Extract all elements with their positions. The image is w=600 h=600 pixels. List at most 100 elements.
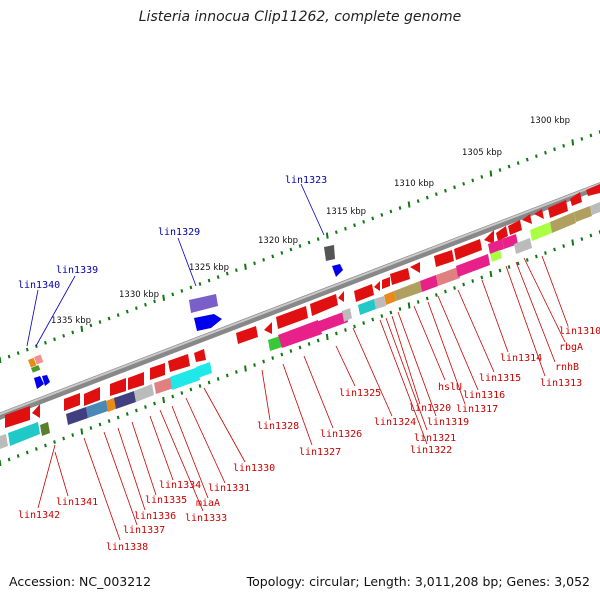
reverse-gene[interactable] bbox=[490, 250, 502, 262]
reverse-gene[interactable] bbox=[84, 387, 100, 406]
reverse-gene[interactable] bbox=[114, 391, 136, 409]
gene-label[interactable]: lin1321 bbox=[414, 433, 456, 444]
reverse-gene[interactable] bbox=[278, 320, 322, 348]
reverse-gene[interactable] bbox=[420, 275, 438, 292]
reverse-gene[interactable] bbox=[170, 367, 200, 390]
reverse-gene[interactable] bbox=[436, 267, 460, 286]
reverse-gene[interactable] bbox=[150, 363, 165, 380]
reverse-gene[interactable] bbox=[484, 230, 494, 244]
reverse-gene[interactable] bbox=[64, 393, 80, 411]
reverse-gene[interactable] bbox=[456, 254, 490, 277]
reverse-gene[interactable] bbox=[548, 200, 568, 218]
reverse-gene[interactable] bbox=[5, 406, 30, 428]
gene-label[interactable]: lin1310 bbox=[559, 326, 600, 337]
reverse-gene[interactable] bbox=[508, 220, 522, 235]
reverse-gene[interactable] bbox=[86, 400, 108, 418]
gene-label[interactable]: lin1339 bbox=[56, 265, 98, 276]
reverse-gene[interactable] bbox=[574, 206, 592, 222]
reverse-gene[interactable] bbox=[310, 294, 338, 316]
reverse-gene[interactable] bbox=[590, 202, 600, 215]
reverse-gene[interactable] bbox=[268, 336, 282, 351]
reverse-gene[interactable] bbox=[374, 281, 380, 291]
gene-label[interactable]: lin1329 bbox=[158, 227, 200, 238]
gene-label[interactable]: lin1320 bbox=[409, 403, 451, 414]
reverse-gene[interactable] bbox=[264, 322, 272, 334]
reverse-gene[interactable] bbox=[128, 372, 144, 390]
reverse-gene[interactable] bbox=[530, 222, 552, 241]
reverse-gene[interactable] bbox=[338, 291, 344, 302]
gene-label[interactable]: lin1324 bbox=[374, 417, 416, 428]
reverse-gene[interactable] bbox=[358, 299, 376, 315]
reverse-gene[interactable] bbox=[316, 311, 348, 333]
gene-label[interactable]: lin1337 bbox=[123, 525, 165, 536]
reverse-gene[interactable] bbox=[496, 226, 508, 241]
reverse-gene[interactable] bbox=[194, 349, 206, 362]
reverse-gene[interactable] bbox=[534, 209, 544, 219]
reverse-gene[interactable] bbox=[66, 407, 88, 425]
reverse-gene[interactable] bbox=[110, 378, 126, 396]
gene-label[interactable]: lin1341 bbox=[56, 497, 98, 508]
gene-label[interactable]: lin1313 bbox=[540, 378, 582, 389]
reverse-gene[interactable] bbox=[276, 306, 308, 329]
reverse-gene[interactable] bbox=[390, 268, 410, 285]
forward-gene[interactable] bbox=[194, 314, 222, 331]
gene-label[interactable]: lin1331 bbox=[208, 483, 250, 494]
gene-label[interactable]: hslU bbox=[438, 382, 462, 393]
gene-label[interactable]: lin1327 bbox=[299, 447, 341, 458]
reverse-gene[interactable] bbox=[522, 214, 532, 224]
reverse-gene[interactable] bbox=[134, 384, 154, 402]
gene-label[interactable]: lin1315 bbox=[479, 373, 521, 384]
gene-label[interactable]: lin1336 bbox=[134, 511, 176, 522]
gene-label[interactable]: lin1326 bbox=[320, 429, 362, 440]
gene-label[interactable]: rbgA bbox=[559, 342, 583, 353]
gene-label[interactable]: lin1338 bbox=[106, 542, 148, 553]
gene-label[interactable]: miaA bbox=[196, 498, 220, 509]
reverse-gene[interactable] bbox=[40, 422, 50, 436]
reverse-gene[interactable] bbox=[514, 238, 532, 254]
reverse-gene[interactable] bbox=[0, 434, 8, 449]
reverse-gene[interactable] bbox=[384, 291, 396, 305]
gene-label[interactable]: lin1323 bbox=[285, 175, 327, 186]
forward-gene[interactable] bbox=[332, 264, 343, 277]
reverse-gene[interactable] bbox=[374, 296, 386, 309]
forward-gene[interactable] bbox=[324, 245, 335, 261]
gene-label[interactable]: lin1319 bbox=[427, 417, 469, 428]
gene-label[interactable]: lin1334 bbox=[159, 480, 201, 491]
reverse-gene[interactable] bbox=[454, 239, 482, 260]
gene-label[interactable]: lin1335 bbox=[145, 495, 187, 506]
reverse-gene[interactable] bbox=[342, 308, 352, 322]
gene-label[interactable]: lin1322 bbox=[410, 445, 452, 456]
reverse-gene[interactable] bbox=[236, 326, 258, 344]
reverse-gene[interactable] bbox=[586, 184, 600, 196]
gene-label[interactable]: lin1325 bbox=[339, 388, 381, 399]
gene-label[interactable]: lin1342 bbox=[18, 510, 60, 521]
reverse-gene[interactable] bbox=[196, 362, 212, 378]
map-title: Listeria innocua Clip11262, complete gen… bbox=[138, 9, 462, 25]
gene-label[interactable]: lin1340 bbox=[18, 280, 60, 291]
gene-label[interactable]: rnhB bbox=[555, 362, 579, 373]
reverse-gene[interactable] bbox=[382, 277, 390, 289]
forward-gene[interactable] bbox=[28, 357, 37, 368]
reverse-gene[interactable] bbox=[410, 262, 420, 273]
gene-label[interactable]: lin1316 bbox=[463, 390, 505, 401]
reverse-gene[interactable] bbox=[32, 404, 40, 418]
gene-label[interactable]: lin1314 bbox=[500, 353, 542, 364]
reverse-gene[interactable] bbox=[570, 192, 582, 206]
reverse-gene[interactable] bbox=[168, 354, 190, 372]
forward-gene[interactable] bbox=[34, 376, 44, 389]
forward-gene[interactable] bbox=[189, 294, 218, 313]
reverse-gene[interactable] bbox=[434, 250, 454, 267]
forward-gene[interactable] bbox=[42, 375, 50, 386]
gene-label[interactable]: lin1317 bbox=[456, 404, 498, 415]
gene-label[interactable]: lin1333 bbox=[185, 513, 227, 524]
gene-label[interactable]: lin1328 bbox=[257, 421, 299, 432]
forward-gene[interactable] bbox=[34, 354, 44, 365]
reverse-gene[interactable] bbox=[394, 281, 422, 301]
reverse-gene[interactable] bbox=[550, 212, 576, 233]
forward-gene[interactable] bbox=[30, 365, 41, 373]
reverse-gene[interactable] bbox=[354, 284, 374, 302]
gene-label[interactable]: lin1330 bbox=[233, 463, 275, 474]
reverse-gene[interactable] bbox=[502, 234, 518, 249]
reverse-gene[interactable] bbox=[8, 422, 40, 446]
reverse-gene[interactable] bbox=[154, 377, 174, 394]
